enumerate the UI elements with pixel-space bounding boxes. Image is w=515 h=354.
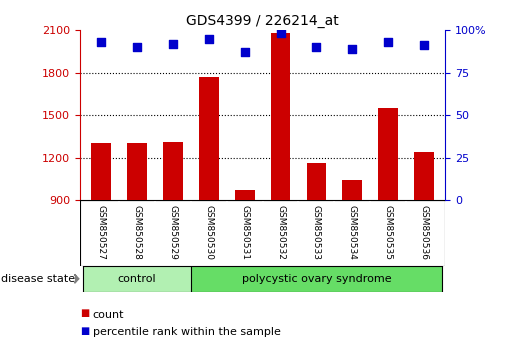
Title: GDS4399 / 226214_at: GDS4399 / 226214_at <box>186 14 339 28</box>
Point <box>169 41 177 46</box>
Text: GSM850533: GSM850533 <box>312 205 321 260</box>
Point <box>133 44 141 50</box>
Text: GSM850527: GSM850527 <box>97 205 106 260</box>
Point <box>384 39 392 45</box>
Bar <box>235 190 254 200</box>
Bar <box>306 163 327 200</box>
Bar <box>342 180 362 200</box>
Text: ■: ■ <box>80 326 90 336</box>
Point <box>420 42 428 48</box>
Text: GSM850528: GSM850528 <box>133 205 142 260</box>
Text: GSM850530: GSM850530 <box>204 205 213 260</box>
Text: disease state: disease state <box>1 274 75 284</box>
Point <box>205 36 213 41</box>
Text: polycystic ovary syndrome: polycystic ovary syndrome <box>242 274 391 284</box>
Text: GSM850532: GSM850532 <box>276 205 285 260</box>
Text: GSM850534: GSM850534 <box>348 205 357 260</box>
Bar <box>191 266 442 292</box>
Bar <box>271 33 290 200</box>
Text: GSM850529: GSM850529 <box>168 205 178 260</box>
Text: GSM850535: GSM850535 <box>384 205 392 260</box>
Bar <box>199 77 219 200</box>
Point <box>241 49 249 55</box>
Text: control: control <box>118 274 157 284</box>
Text: percentile rank within the sample: percentile rank within the sample <box>93 327 281 337</box>
Text: GSM850536: GSM850536 <box>419 205 428 260</box>
Point <box>312 44 320 50</box>
Bar <box>127 143 147 200</box>
Text: GSM850531: GSM850531 <box>240 205 249 260</box>
Bar <box>92 143 111 200</box>
Bar <box>163 142 183 200</box>
Bar <box>414 152 434 200</box>
Point <box>277 31 285 36</box>
Point <box>348 46 356 52</box>
Point <box>97 39 106 45</box>
Text: count: count <box>93 310 124 320</box>
Text: ■: ■ <box>80 308 90 318</box>
Bar <box>378 108 398 200</box>
Bar <box>83 266 191 292</box>
